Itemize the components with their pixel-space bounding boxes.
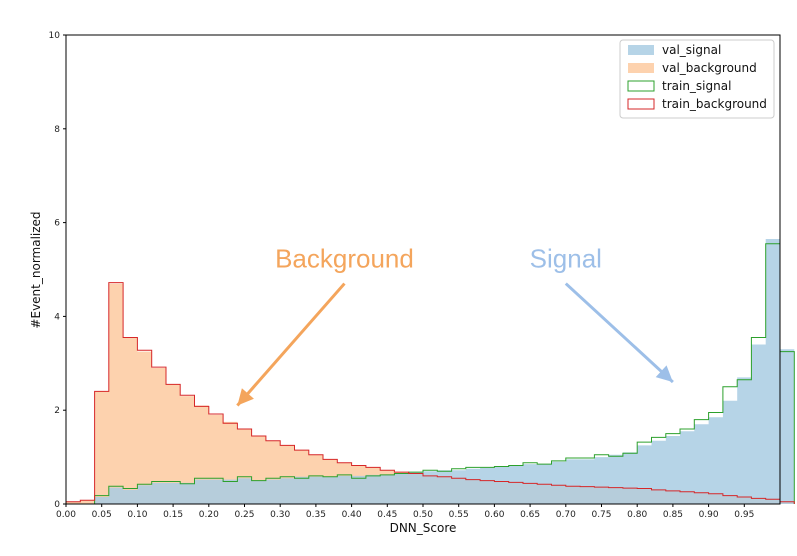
x-tick-label: 0.00: [56, 510, 76, 520]
x-tick-label: 0.75: [591, 510, 611, 520]
y-tick-label: 0: [54, 500, 60, 510]
legend-label-train-signal: train_signal: [662, 79, 731, 93]
legend-label-train-background: train_background: [662, 97, 767, 111]
y-axis-label: #Event_normalized: [29, 211, 43, 328]
y-tick-label: 2: [54, 406, 60, 416]
legend-frame: [619, 39, 775, 119]
series-val-background-area: [66, 283, 795, 504]
x-tick-label: 0.55: [449, 510, 469, 520]
signal-annotation-label: Signal: [530, 244, 602, 274]
x-tick-label: 0.25: [234, 510, 254, 520]
legend-swatch-train-signal: [627, 80, 655, 92]
legend-swatch-val-signal: [628, 45, 654, 55]
series-layer: [65, 239, 795, 505]
legend-swatch-val-background: [628, 63, 654, 73]
x-tick-label: 0.90: [699, 510, 719, 520]
x-tick-label: 0.05: [92, 510, 112, 520]
annotation-layer: Background Signal: [236, 244, 674, 407]
x-tick-label: 0.10: [127, 510, 147, 520]
x-tick-label: 0.20: [199, 510, 219, 520]
x-tick-label: 0.35: [306, 510, 326, 520]
x-tick-label: 0.45: [377, 510, 397, 520]
signal-annotation-arrow-head: [655, 365, 673, 383]
y-axis-ticks: 0 2 4 6 8 10: [49, 31, 66, 510]
legend-label-val-signal: val_signal: [662, 43, 721, 57]
y-tick-label: 8: [54, 125, 60, 135]
y-tick-label: 6: [54, 219, 60, 229]
series-train-background-line: [65, 282, 795, 504]
background-annotation-arrow-head: [237, 388, 254, 406]
x-tick-label: 0.40: [342, 510, 362, 520]
x-tick-label: 0.30: [270, 510, 290, 520]
series-train-signal-line: [66, 243, 795, 505]
legend-label-val-background: val_background: [662, 61, 757, 75]
x-tick-label: 0.80: [627, 510, 647, 520]
x-tick-label: 0.95: [734, 510, 754, 520]
signal-annotation-arrow-line: [564, 282, 674, 384]
x-tick-label: 0.15: [163, 510, 183, 520]
x-tick-label: 0.50: [413, 510, 433, 520]
legend-swatch-train-background: [627, 98, 655, 110]
x-tick-label: 0.60: [484, 510, 504, 520]
x-tick-label: 0.65: [520, 510, 540, 520]
y-tick-label: 4: [54, 312, 60, 322]
background-annotation-label: Background: [275, 244, 414, 274]
x-tick-label: 0.70: [556, 510, 576, 520]
series-val-signal-area: [66, 239, 795, 504]
background-annotation-arrow-line: [236, 282, 346, 407]
legend: val_signal val_background train_signaltrai…: [619, 39, 775, 119]
x-tick-label: 0.85: [663, 510, 683, 520]
x-axis-ticks: 0.00 0.05 0.10 0.15 0.20 0.25 0.30 0.35 0.40 0.45…: [56, 504, 754, 520]
y-tick-label: 10: [49, 31, 61, 41]
x-axis-label: DNN_Score: [390, 521, 457, 535]
